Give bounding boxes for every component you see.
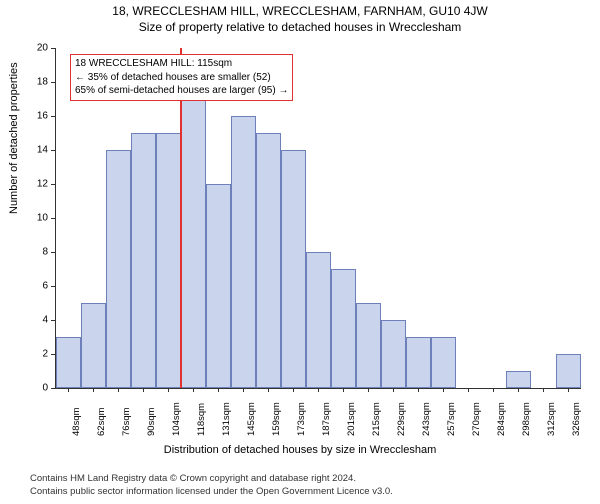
histogram-bar <box>506 371 531 388</box>
y-tick-label: 16 <box>37 111 48 122</box>
y-tick-mark <box>51 354 55 355</box>
x-tick-label: 90sqm <box>146 407 157 436</box>
x-tick-mark <box>68 388 69 392</box>
x-tick-label: 312sqm <box>546 402 557 436</box>
y-tick-label: 14 <box>37 145 48 156</box>
x-tick-mark <box>493 388 494 392</box>
x-tick-mark <box>143 388 144 392</box>
x-tick-mark <box>468 388 469 392</box>
y-tick-mark <box>51 116 55 117</box>
x-tick-label: 48sqm <box>71 407 82 436</box>
x-tick-label: 229sqm <box>396 402 407 436</box>
y-tick-mark <box>51 388 55 389</box>
x-tick-label: 298sqm <box>521 402 532 436</box>
x-tick-mark <box>168 388 169 392</box>
histogram-bar <box>181 82 206 388</box>
footer-line1: Contains HM Land Registry data © Crown c… <box>30 473 393 485</box>
footer-text: Contains HM Land Registry data © Crown c… <box>30 473 393 498</box>
x-tick-label: 243sqm <box>421 402 432 436</box>
x-tick-mark <box>518 388 519 392</box>
x-tick-label: 201sqm <box>346 402 357 436</box>
x-tick-mark <box>543 388 544 392</box>
y-tick-label: 10 <box>37 213 48 224</box>
x-tick-label: 118sqm <box>196 403 207 436</box>
y-tick-label: 18 <box>37 77 48 88</box>
x-tick-mark <box>268 388 269 392</box>
x-tick-label: 326sqm <box>571 402 582 436</box>
x-tick-mark <box>293 388 294 392</box>
histogram-bar <box>331 269 356 388</box>
x-tick-mark <box>568 388 569 392</box>
x-tick-mark <box>243 388 244 392</box>
y-tick-label: 12 <box>37 179 48 190</box>
x-tick-mark <box>368 388 369 392</box>
annotation-box: 18 WRECCLESHAM HILL: 115sqm← 35% of deta… <box>70 54 293 101</box>
histogram-bar <box>81 303 106 388</box>
x-tick-mark <box>193 388 194 392</box>
x-tick-label: 62sqm <box>96 407 107 436</box>
x-tick-label: 270sqm <box>471 402 482 436</box>
y-tick-mark <box>51 184 55 185</box>
chart-title-sub: Size of property relative to detached ho… <box>0 20 600 34</box>
histogram-bar <box>306 252 331 388</box>
y-tick-label: 20 <box>37 43 48 54</box>
y-tick-label: 2 <box>42 349 48 360</box>
y-tick-mark <box>51 320 55 321</box>
x-tick-label: 257sqm <box>446 402 457 436</box>
annotation-line3: 65% of semi-detached houses are larger (… <box>75 84 288 98</box>
histogram-bar <box>231 116 256 388</box>
histogram-bar <box>406 337 431 388</box>
y-tick-mark <box>51 286 55 287</box>
histogram-bar <box>256 133 281 388</box>
histogram-bar <box>131 133 156 388</box>
x-tick-mark <box>443 388 444 392</box>
histogram-bar <box>281 150 306 388</box>
y-tick-label: 8 <box>42 247 48 258</box>
y-tick-mark <box>51 218 55 219</box>
histogram-bar <box>106 150 131 388</box>
y-tick-mark <box>51 150 55 151</box>
chart-title-main: 18, WRECCLESHAM HILL, WRECCLESHAM, FARNH… <box>0 4 600 18</box>
histogram-bar <box>56 337 81 388</box>
histogram-bar <box>556 354 581 388</box>
x-tick-mark <box>118 388 119 392</box>
x-tick-mark <box>418 388 419 392</box>
annotation-line2: ← 35% of detached houses are smaller (52… <box>75 71 288 85</box>
histogram-bar <box>356 303 381 388</box>
x-tick-mark <box>218 388 219 392</box>
y-tick-label: 4 <box>42 315 48 326</box>
y-tick-label: 0 <box>42 383 48 394</box>
y-tick-mark <box>51 82 55 83</box>
x-tick-label: 284sqm <box>496 402 507 436</box>
x-tick-label: 104sqm <box>171 402 182 436</box>
histogram-bar <box>206 184 231 388</box>
x-tick-mark <box>93 388 94 392</box>
x-tick-mark <box>393 388 394 392</box>
x-tick-label: 173sqm <box>296 402 307 436</box>
histogram-bar <box>381 320 406 388</box>
x-tick-label: 145sqm <box>246 402 257 436</box>
y-tick-mark <box>51 48 55 49</box>
y-axis-label: Number of detached properties <box>8 62 20 214</box>
x-tick-label: 215sqm <box>371 402 382 436</box>
y-tick-label: 6 <box>42 281 48 292</box>
x-tick-label: 76sqm <box>121 407 132 436</box>
x-tick-mark <box>318 388 319 392</box>
y-tick-mark <box>51 252 55 253</box>
annotation-line1: 18 WRECCLESHAM HILL: 115sqm <box>75 57 288 71</box>
histogram-bar <box>431 337 456 388</box>
footer-line2: Contains public sector information licen… <box>30 486 393 498</box>
x-tick-label: 159sqm <box>271 402 282 436</box>
x-tick-label: 187sqm <box>321 402 332 436</box>
x-tick-mark <box>343 388 344 392</box>
histogram-bar <box>156 133 181 388</box>
x-tick-label: 131sqm <box>221 402 232 436</box>
x-axis-label: Distribution of detached houses by size … <box>0 444 600 456</box>
